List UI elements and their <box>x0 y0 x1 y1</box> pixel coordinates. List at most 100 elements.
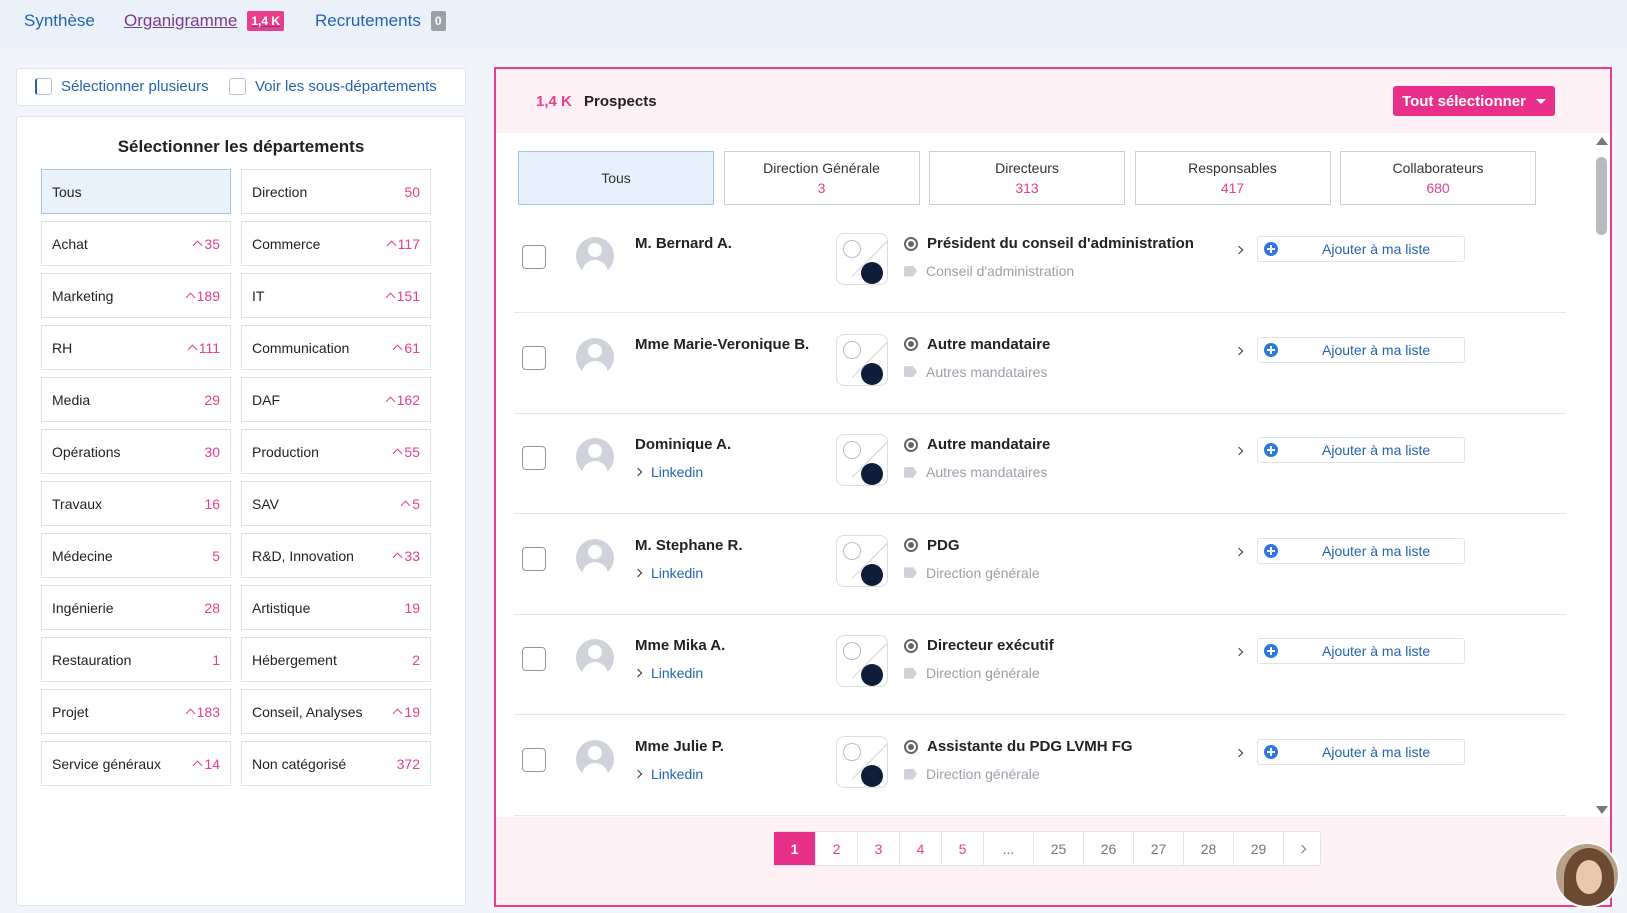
level-tab-directeurs[interactable]: Directeurs 313 <box>929 151 1125 205</box>
prospect-name[interactable]: Mme Mika A. <box>635 637 726 655</box>
tab-count-badge: 0 <box>430 11 446 31</box>
row-checkbox[interactable] <box>522 446 546 471</box>
linkedin-link[interactable]: Linkedin <box>633 665 703 681</box>
page-25[interactable]: 25 <box>1034 832 1084 865</box>
department-r-d-innovation[interactable]: R&D, Innovation 33 <box>241 533 431 578</box>
department-it[interactable]: IT 151 <box>241 273 431 318</box>
row-checkbox[interactable] <box>522 647 546 672</box>
department-count: 16 <box>204 496 220 512</box>
page-29[interactable]: 29 <box>1234 832 1284 865</box>
level-tab-tous[interactable]: Tous <box>518 151 714 205</box>
tab-recrutements[interactable]: Recrutements 0 <box>315 11 446 31</box>
prospect-name[interactable]: Dominique A. <box>635 436 732 454</box>
department-travaux[interactable]: Travaux 16 <box>41 481 231 526</box>
department-label: Achat <box>52 235 88 252</box>
chevron-right-icon <box>1297 844 1307 853</box>
add-to-list-button[interactable]: Ajouter à ma liste <box>1257 437 1465 464</box>
department-communication[interactable]: Communication 61 <box>241 325 431 370</box>
tab-organigramme[interactable]: Organigramme 1,4 K <box>124 11 285 31</box>
sub-departments-checkbox[interactable] <box>229 78 246 95</box>
page-26[interactable]: 26 <box>1084 832 1134 865</box>
row-checkbox[interactable] <box>522 748 546 772</box>
department-label: SAV <box>252 495 279 512</box>
page-4[interactable]: 4 <box>900 832 942 865</box>
linkedin-link[interactable]: Linkedin <box>633 565 703 581</box>
tab-synthese[interactable]: Synthèse <box>24 11 95 31</box>
role-label: Directeur exécutif <box>927 637 1054 655</box>
level-tab-responsables[interactable]: Responsables 417 <box>1134 151 1331 205</box>
level-tab-collaborateurs[interactable]: Collaborateurs 680 <box>1340 151 1536 205</box>
department-daf[interactable]: DAF 162 <box>241 377 431 422</box>
department-projet[interactable]: Projet 183 <box>41 689 231 734</box>
department-ingenierie[interactable]: Ingénierie 28 <box>41 585 231 630</box>
page-3[interactable]: 3 <box>858 832 900 865</box>
department-production[interactable]: Production 55 <box>241 429 431 474</box>
add-to-list-button[interactable]: Ajouter à ma liste <box>1257 739 1465 765</box>
page-1[interactable]: 1 <box>774 832 816 865</box>
plus-circle-icon <box>1264 745 1278 759</box>
scroll-up-arrow[interactable] <box>1596 137 1608 145</box>
department-artistique[interactable]: Artistique 19 <box>241 585 431 630</box>
department-operations[interactable]: Opérations 30 <box>41 429 231 474</box>
support-chat-avatar[interactable] <box>1554 842 1620 908</box>
select-all-button[interactable]: Tout sélectionner <box>1393 86 1555 116</box>
chevron-right-icon[interactable] <box>1234 446 1244 456</box>
department-count: 183 <box>185 704 220 720</box>
department-count: 189 <box>185 288 220 304</box>
page-28[interactable]: 28 <box>1184 832 1234 865</box>
chevron-right-icon[interactable] <box>1234 547 1244 557</box>
prospect-name[interactable]: M. Stephane R. <box>635 536 743 554</box>
company-logo <box>836 434 888 487</box>
department-count-value: 1 <box>212 651 220 668</box>
chevron-right-icon[interactable] <box>1234 245 1244 255</box>
department-rh[interactable]: RH 111 <box>41 325 231 370</box>
page-27[interactable]: 27 <box>1134 832 1184 865</box>
department-sav[interactable]: SAV 5 <box>241 481 431 526</box>
prospect-role: Autre mandataire <box>904 436 1050 453</box>
level-tab-direction-generale[interactable]: Direction Générale 3 <box>723 151 920 205</box>
add-to-list-button[interactable]: Ajouter à ma liste <box>1257 236 1465 262</box>
scrollbar-thumb[interactable] <box>1596 157 1607 235</box>
add-to-list-button[interactable]: Ajouter à ma liste <box>1257 336 1465 363</box>
chevron-right-icon[interactable] <box>1234 748 1244 758</box>
multi-select-option[interactable]: Sélectionner plusieurs <box>35 78 209 95</box>
department-conseil-analyses[interactable]: Conseil, Analyses 19 <box>241 689 431 734</box>
page-ellipsis: ... <box>984 832 1034 865</box>
department-count-value: 35 <box>204 235 220 252</box>
sub-departments-option[interactable]: Voir les sous-départements <box>229 78 437 95</box>
scroll-down-arrow[interactable] <box>1596 806 1608 814</box>
department-label: Ingénierie <box>52 599 114 616</box>
multi-select-checkbox[interactable] <box>35 78 52 95</box>
page-2[interactable]: 2 <box>816 832 858 865</box>
next-page-button[interactable] <box>1284 832 1320 865</box>
prospect-name[interactable]: M. Bernard A. <box>635 235 732 252</box>
department-count: 2 <box>412 652 420 668</box>
department-media[interactable]: Media 29 <box>41 377 231 422</box>
chevron-right-icon[interactable] <box>1234 346 1244 355</box>
row-checkbox[interactable] <box>522 245 546 269</box>
department-marketing[interactable]: Marketing 189 <box>41 273 231 318</box>
row-checkbox[interactable] <box>522 546 546 571</box>
department-hebergement[interactable]: Hébergement 2 <box>241 637 431 682</box>
add-to-list-button[interactable]: Ajouter à ma liste <box>1257 537 1465 564</box>
department-tous[interactable]: Tous <box>41 169 231 214</box>
department-restauration[interactable]: Restauration 1 <box>41 637 231 682</box>
department-service-generaux[interactable]: Service généraux 14 <box>41 741 231 786</box>
linkedin-link[interactable]: Linkedin <box>633 464 703 480</box>
department-medecine[interactable]: Médecine 5 <box>41 533 231 578</box>
trend-up-icon <box>385 396 396 407</box>
department-achat[interactable]: Achat 35 <box>41 221 231 266</box>
add-to-list-label: Ajouter à ma liste <box>1322 643 1431 660</box>
tag-icon <box>904 667 917 679</box>
department-direction[interactable]: Direction 50 <box>241 169 431 214</box>
add-to-list-button[interactable]: Ajouter à ma liste <box>1257 638 1465 665</box>
chevron-right-icon[interactable] <box>1234 648 1244 657</box>
page-5[interactable]: 5 <box>942 832 984 865</box>
row-checkbox[interactable] <box>522 345 546 370</box>
department-commerce[interactable]: Commerce 117 <box>241 221 431 266</box>
prospect-name[interactable]: Mme Marie-Veronique B. <box>635 335 810 353</box>
chevron-right-icon <box>633 467 643 477</box>
linkedin-link[interactable]: Linkedin <box>633 766 703 782</box>
department-non-categorise[interactable]: Non catégorisé 372 <box>241 741 431 786</box>
prospect-name[interactable]: Mme Julie P. <box>635 738 724 755</box>
